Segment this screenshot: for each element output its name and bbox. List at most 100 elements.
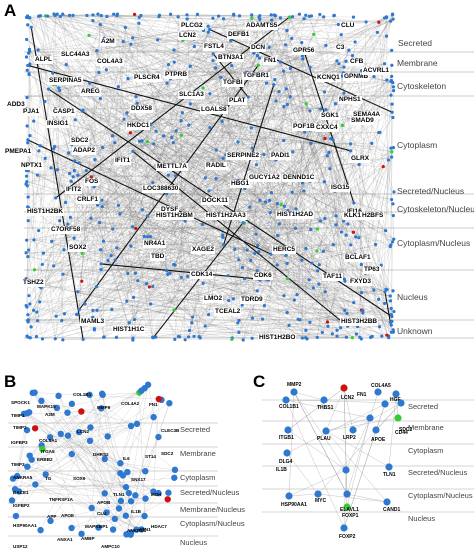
- network-node: [336, 22, 340, 27]
- edge: [48, 88, 310, 323]
- edge: [53, 96, 249, 267]
- edge: [381, 157, 392, 266]
- edge: [18, 455, 30, 492]
- edge: [98, 426, 132, 528]
- edge: [226, 106, 357, 335]
- network-node: [334, 223, 338, 227]
- gene-label: HKDC1: [126, 122, 151, 130]
- network-node: [391, 289, 395, 293]
- edge: [112, 137, 172, 230]
- network-node: [277, 222, 281, 226]
- network-node: [329, 137, 333, 141]
- edge: [23, 413, 51, 438]
- edge: [56, 283, 147, 317]
- edge: [51, 159, 277, 242]
- edge: [149, 55, 258, 287]
- edge: [247, 249, 391, 301]
- edge: [292, 192, 391, 247]
- edge: [325, 417, 371, 432]
- network-node: [131, 295, 136, 300]
- edge: [17, 412, 30, 477]
- edge: [28, 321, 195, 337]
- edge: [28, 55, 258, 208]
- gene-label: C3: [335, 44, 346, 52]
- edge: [26, 154, 227, 306]
- gene-label: TLN1: [383, 472, 396, 478]
- edge: [343, 387, 354, 431]
- network-node: [389, 146, 393, 150]
- gene-label: TIMP1: [11, 413, 25, 418]
- edge: [28, 321, 338, 331]
- network-node: [37, 229, 41, 233]
- edge: [28, 141, 148, 171]
- edge: [251, 14, 395, 192]
- edge: [178, 147, 394, 337]
- network-node: [183, 338, 187, 342]
- edge: [27, 135, 164, 315]
- edge: [346, 235, 386, 293]
- network-node: [257, 250, 261, 254]
- network-node: [165, 81, 169, 85]
- network-node: [23, 426, 31, 434]
- gene-label: C7ORF58: [50, 226, 82, 234]
- edge: [51, 241, 112, 310]
- edge: [26, 17, 221, 78]
- edge: [99, 222, 302, 261]
- edge: [31, 459, 137, 530]
- gene-label: GUCY1A2: [248, 174, 281, 182]
- edge: [39, 298, 234, 302]
- network-node: [154, 335, 158, 339]
- network-node: [35, 318, 40, 323]
- network-node: [166, 399, 173, 407]
- gene-label: PJA1: [22, 108, 41, 116]
- network-node: [334, 214, 338, 218]
- network-node: [142, 467, 149, 475]
- network-node: [278, 16, 283, 20]
- network-node: [78, 530, 85, 538]
- network-node: [366, 414, 374, 422]
- edge: [39, 301, 341, 328]
- network-node: [372, 426, 380, 434]
- edge: [43, 284, 261, 337]
- edge: [126, 23, 139, 302]
- c-layer-nucleus: Nucleus: [408, 514, 436, 523]
- b-layer-nucleus: Nucleus: [180, 538, 208, 547]
- network-node: [287, 15, 292, 19]
- network-node: [25, 334, 29, 338]
- network-node: [53, 337, 57, 341]
- gene-label: XAGE2: [191, 246, 216, 254]
- network-node: [285, 311, 289, 315]
- gene-label: ALPL: [34, 56, 53, 64]
- network-node: [331, 138, 335, 142]
- edge: [67, 435, 121, 474]
- edge: [28, 73, 239, 260]
- edge: [97, 154, 227, 206]
- edge: [381, 246, 391, 266]
- edge: [96, 286, 380, 327]
- edge: [249, 207, 285, 296]
- edge: [63, 249, 392, 315]
- network-node: [91, 19, 95, 23]
- edge: [111, 218, 325, 256]
- network-node: [250, 336, 254, 340]
- network-node: [390, 155, 394, 159]
- edge: [251, 14, 343, 126]
- network-node: [392, 390, 400, 398]
- network-node: [201, 281, 205, 285]
- gene-label: FOXP1: [342, 513, 359, 519]
- edge: [89, 394, 132, 427]
- network-node: [180, 111, 185, 115]
- edge: [42, 264, 167, 271]
- network-node: [99, 13, 103, 18]
- network-node: [61, 338, 65, 342]
- edge: [274, 67, 344, 80]
- gene-label: LMO2: [203, 295, 224, 303]
- network-node: [255, 53, 260, 58]
- network-node: [98, 221, 102, 225]
- edge: [26, 16, 219, 337]
- edge: [37, 49, 253, 339]
- network-node: [282, 104, 286, 109]
- edge: [295, 208, 303, 339]
- network-node: [191, 315, 195, 319]
- edge: [28, 285, 84, 340]
